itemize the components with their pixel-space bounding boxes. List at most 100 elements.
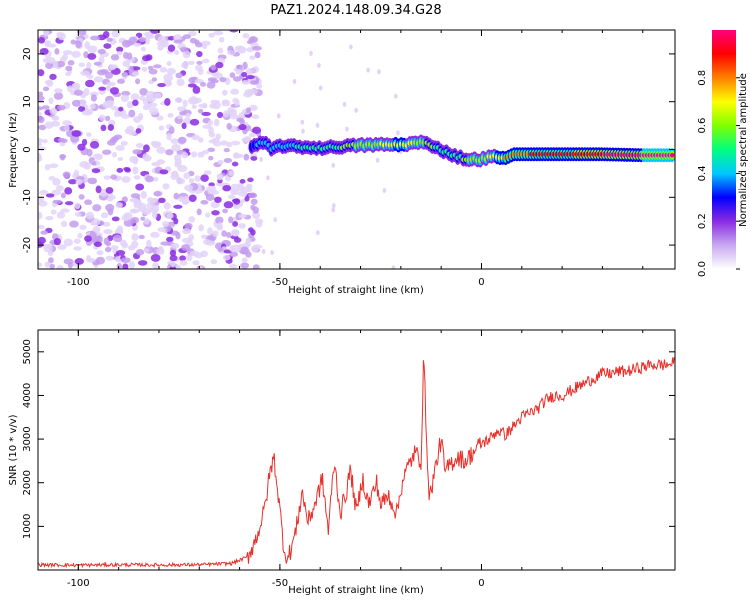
heatmap-cell	[252, 211, 261, 220]
heatmap-cell	[148, 208, 159, 213]
heatmap-cell	[79, 224, 87, 230]
heatmap-cell	[229, 72, 236, 78]
heatmap-cell	[96, 250, 104, 256]
heatmap-cell	[196, 60, 203, 65]
chart-title: PAZ1.2024.148.09.34.G28	[270, 3, 441, 18]
heatmap-cell	[84, 199, 93, 206]
heatmap-cell	[77, 30, 87, 36]
heatmap-cell	[104, 115, 111, 122]
heatmap-cell	[120, 140, 128, 146]
heatmap-cell	[157, 227, 167, 232]
heatmap-cell	[382, 187, 387, 193]
heatmap-cell	[273, 217, 277, 223]
heatmap-cell	[204, 212, 211, 218]
heatmap-cell	[249, 80, 259, 85]
heatmap-cell	[86, 61, 92, 70]
heatmap-cell	[228, 216, 234, 224]
heatmap-cell	[38, 124, 47, 131]
heatmap-cell	[153, 92, 162, 98]
heatmap-cell	[115, 250, 126, 256]
heatmap-cell	[213, 141, 222, 147]
heatmap-cell	[38, 116, 45, 124]
heatmap-cell	[223, 148, 230, 153]
snr-frame	[37, 329, 676, 571]
heatmap-cell	[45, 62, 54, 69]
heatmap-cell	[142, 98, 149, 106]
heatmap-cell	[128, 130, 137, 136]
heatmap-cell	[53, 92, 64, 100]
heatmap-cell	[157, 197, 166, 204]
y-tick-label: -10	[22, 189, 33, 205]
heatmap-cell	[197, 151, 205, 158]
heatmap-cell	[135, 128, 142, 134]
heatmap-cell	[318, 85, 323, 91]
heatmap-cell	[63, 238, 73, 247]
heatmap-cell	[44, 261, 51, 268]
heatmap-cell	[188, 177, 195, 184]
heatmap-cell	[53, 237, 62, 246]
heatmap-cell	[139, 88, 148, 96]
heatmap-cell	[90, 94, 97, 102]
heatmap-cell	[227, 194, 236, 199]
heatmap-cell	[56, 185, 64, 192]
heatmap-cell	[188, 216, 196, 223]
heatmap-cell	[393, 93, 398, 99]
heatmap-cell	[131, 240, 139, 249]
heatmap-cell	[73, 246, 83, 251]
heatmap-cell	[182, 99, 188, 108]
heatmap-cell	[128, 65, 134, 74]
heatmap-cell	[71, 50, 81, 58]
heatmap-cell	[173, 217, 179, 225]
heatmap-cell	[217, 222, 223, 229]
heatmap-cell	[248, 88, 259, 95]
heatmap-cell	[77, 143, 86, 151]
heatmap-cell	[182, 200, 189, 206]
heatmap-cell	[248, 132, 257, 138]
snr-series	[38, 357, 675, 569]
heatmap-cell	[245, 107, 252, 113]
heatmap-cell	[143, 248, 150, 253]
heatmap-cell	[150, 30, 160, 34]
heatmap-cell	[200, 250, 209, 258]
heatmap-cell	[98, 114, 106, 122]
heatmap-cell	[44, 40, 51, 45]
heatmap-cell	[89, 103, 96, 110]
heatmap-cell	[38, 146, 47, 151]
heatmap-cell	[110, 245, 119, 250]
heatmap-cell	[233, 153, 244, 158]
heatmap-cell	[131, 71, 140, 76]
heatmap-cell	[191, 134, 200, 141]
heatmap-cell	[207, 147, 216, 153]
heatmap-cell	[166, 236, 174, 243]
heatmap-cell	[177, 106, 187, 112]
heatmap-cell	[207, 227, 213, 235]
heatmap-cell	[182, 227, 191, 235]
heatmap-cell	[205, 193, 215, 201]
heatmap-cell	[317, 63, 321, 69]
heatmap-cell	[92, 153, 103, 159]
snr-ylabel: SNR (10 * v/v)	[8, 414, 19, 485]
heatmap-cell	[391, 265, 396, 269]
heatmap-cell	[38, 196, 44, 203]
x-tick-label: -50	[272, 277, 288, 288]
heatmap-cell	[200, 81, 207, 87]
heatmap-cell	[115, 202, 123, 208]
heatmap-cell	[63, 258, 74, 265]
heatmap-cell	[135, 142, 144, 148]
heatmap-cell	[342, 101, 347, 107]
heatmap-cell	[221, 230, 227, 237]
heatmap-cell	[67, 59, 75, 66]
heatmap-cell	[120, 114, 130, 119]
heatmap-cell	[246, 68, 255, 76]
heatmap-cell	[52, 178, 61, 186]
heatmap-cell	[48, 163, 59, 169]
heatmap-cell	[192, 85, 201, 94]
heatmap-cell	[65, 71, 72, 77]
heatmap-cell	[128, 261, 135, 269]
heatmap-cell	[83, 88, 90, 96]
heatmap-cell	[214, 196, 222, 203]
heatmap-cell	[233, 198, 241, 205]
heatmap-cell	[181, 152, 189, 159]
heatmap-cell	[169, 255, 178, 262]
heatmap-cell	[232, 98, 239, 103]
